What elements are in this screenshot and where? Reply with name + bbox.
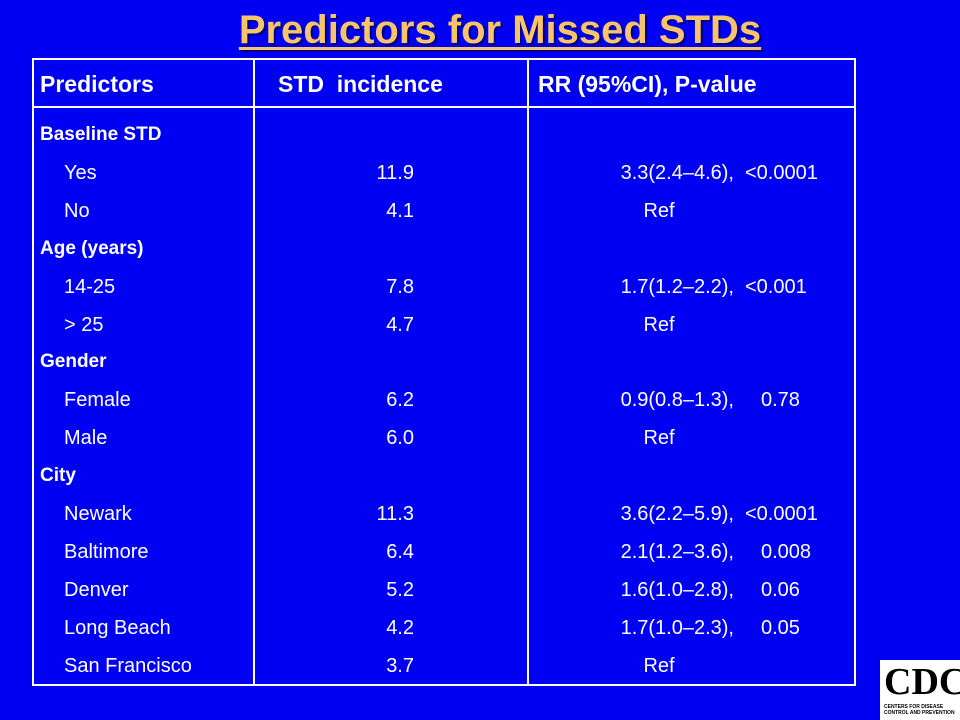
incidence-cell: 4.1	[386, 199, 414, 222]
logo-title: CDC	[884, 661, 960, 703]
predictor-cell: San Francisco	[64, 654, 192, 677]
incidence-cell: 4.2	[386, 616, 414, 639]
predictor-cell: Male	[64, 427, 108, 450]
rr-cell: 0.9(0.8–1.3),	[620, 389, 734, 412]
incidence-cell: 11.3	[376, 503, 414, 525]
incidence-cell: 4.7	[386, 313, 414, 336]
header-cell: STD incidence	[278, 71, 443, 97]
header-cell: Predictors	[40, 71, 154, 97]
group-label: Gender	[40, 351, 107, 373]
rr-cell: Ref	[643, 313, 675, 336]
rr-cell: 3.6(2.2–5.9),	[620, 503, 734, 525]
group-label: Age (years)	[40, 237, 144, 259]
incidence-cell: 7.8	[386, 275, 414, 298]
table: Predictors STD incidence RR (95%CI), P-val…	[32, 58, 856, 686]
p-value-cell: <0.001	[745, 275, 807, 298]
rr-cell: 3.3(2.4–4.6),	[620, 161, 734, 184]
predictor-cell: Newark	[64, 503, 132, 525]
group-label: City	[40, 465, 76, 487]
predictor-cell: No	[64, 199, 90, 222]
predictor-cell: > 25	[64, 313, 104, 336]
predictor-cell: Female	[64, 389, 131, 412]
incidence-cell: 11.9	[376, 161, 414, 184]
rr-cell: Ref	[643, 427, 675, 450]
rr-cell: Ref	[643, 654, 675, 677]
rr-cell: 1.7(1.2–2.2),	[620, 275, 734, 298]
incidence-cell: 3.7	[386, 654, 414, 677]
slide-title: Predictors for Missed STDs	[238, 8, 762, 52]
rr-cell: Ref	[643, 199, 675, 222]
rr-cell: 1.7(1.0–2.3),	[620, 616, 734, 639]
logo-subtitle: CENTERS FOR DISEASE CONTROL AND PREVENTI…	[884, 704, 955, 716]
column-divider	[527, 60, 529, 684]
p-value-cell: 0.05	[761, 616, 800, 639]
rr-cell: 1.6(1.0–2.8),	[620, 578, 734, 601]
p-value-cell: <0.0001	[745, 503, 818, 525]
rr-cell: 2.1(1.2–3.6),	[620, 540, 734, 563]
incidence-cell: 6.0	[386, 427, 414, 450]
p-value-cell: 0.78	[761, 389, 800, 412]
incidence-cell: 6.4	[386, 540, 414, 563]
incidence-cell: 5.2	[386, 578, 414, 601]
predictor-cell: Denver	[64, 578, 129, 601]
predictor-cell: 14-25	[64, 275, 116, 298]
cdc-logo: CDC CENTERS FOR DISEASE CONTROL AND PREV…	[880, 660, 960, 720]
predictor-cell: Long Beach	[64, 616, 171, 639]
predictor-cell: Baltimore	[64, 540, 149, 563]
group-label: Baseline STD	[40, 124, 162, 145]
p-value-cell: <0.0001	[745, 161, 818, 184]
p-value-cell: 0.06	[761, 578, 800, 601]
predictor-cell: Yes	[64, 161, 97, 184]
p-value-cell: 0.008	[761, 540, 812, 563]
column-divider	[253, 60, 255, 684]
header-cell: RR (95%CI), P-value	[538, 71, 757, 97]
header-divider	[34, 106, 854, 108]
incidence-cell: 6.2	[386, 389, 414, 412]
